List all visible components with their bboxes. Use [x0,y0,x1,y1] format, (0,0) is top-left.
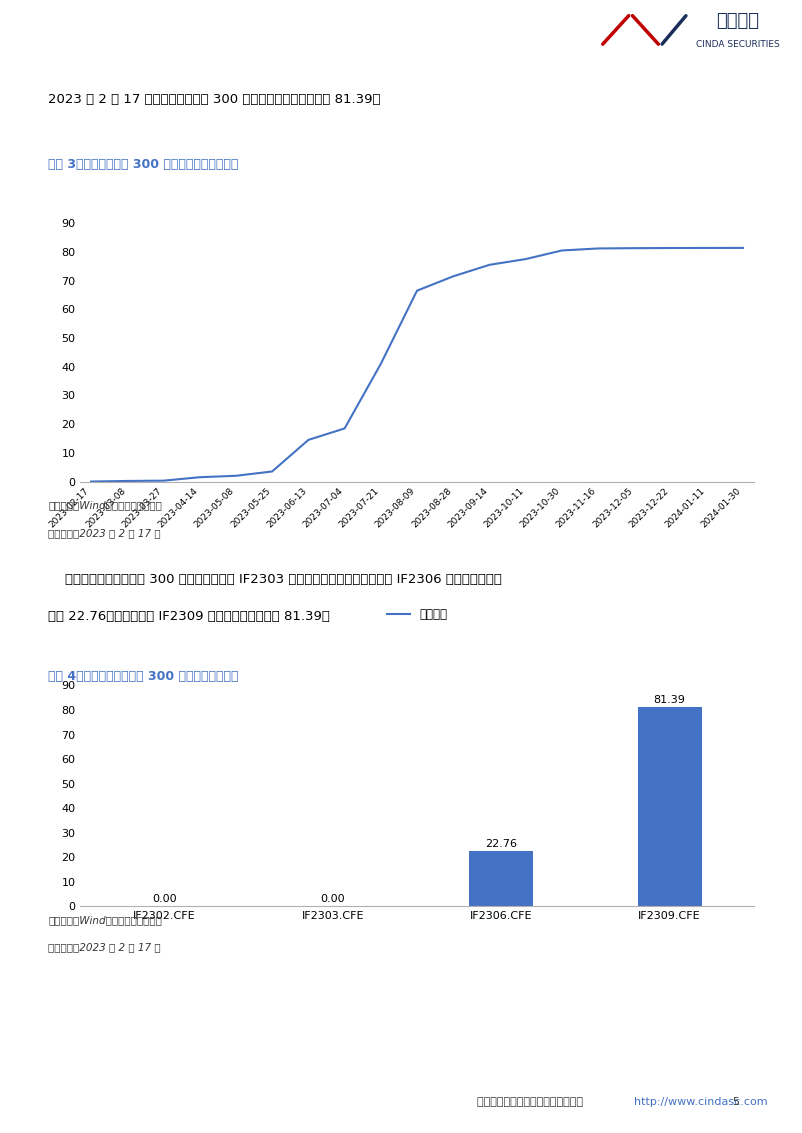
Text: 81.39: 81.39 [654,695,686,705]
Legend: 分红进程: 分红进程 [382,603,452,625]
Text: 信达证券: 信达证券 [716,11,759,29]
Text: 请阅读最后一页免责声明及信息披露: 请阅读最后一页免责声明及信息披露 [477,1098,587,1107]
Bar [469,851,533,906]
Text: 图表 4：合约存续期内沪深 300 指数分红点位预测: 图表 4：合约存续期内沪深 300 指数分红点位预测 [48,671,239,683]
Bar [638,707,702,906]
Text: 2023 年 2 月 17 日，我们预测沪深 300 指数未来一年分红点位为 81.39。: 2023 年 2 月 17 日，我们预测沪深 300 指数未来一年分红点位为 8… [48,93,381,105]
Text: 22.76: 22.76 [485,838,517,849]
Text: 图表 3：未来一年沪深 300 指数分红点位预测结果: 图表 3：未来一年沪深 300 指数分红点位预测结果 [48,159,238,171]
Text: 资料来源：Wind，信达证券研发中心: 资料来源：Wind，信达证券研发中心 [48,500,162,510]
Text: 5: 5 [726,1098,739,1107]
Text: 资料来源：Wind，信达证券研发中心: 资料来源：Wind，信达证券研发中心 [48,915,162,926]
Text: 根据我们的预测，沪深 300 指数在次月合约 IF2303 存续期内不分红，在当季合约 IF2306 存续期内分红点: 根据我们的预测，沪深 300 指数在次月合约 IF2303 存续期内不分红，在当… [48,572,502,586]
Text: 数据日期：2023 年 2 月 17 日: 数据日期：2023 年 2 月 17 日 [48,528,160,538]
Text: 0.00: 0.00 [152,894,176,904]
Text: http://www.cindasc.com: http://www.cindasc.com [634,1098,768,1107]
Text: 数据日期：2023 年 2 月 17 日: 数据日期：2023 年 2 月 17 日 [48,942,160,952]
Text: CINDA SECURITIES: CINDA SECURITIES [696,40,780,49]
Text: 0.00: 0.00 [321,894,345,904]
Text: 位为 22.76。在下季合约 IF2309 存续期内分红点位为 81.39。: 位为 22.76。在下季合约 IF2309 存续期内分红点位为 81.39。 [48,610,330,622]
